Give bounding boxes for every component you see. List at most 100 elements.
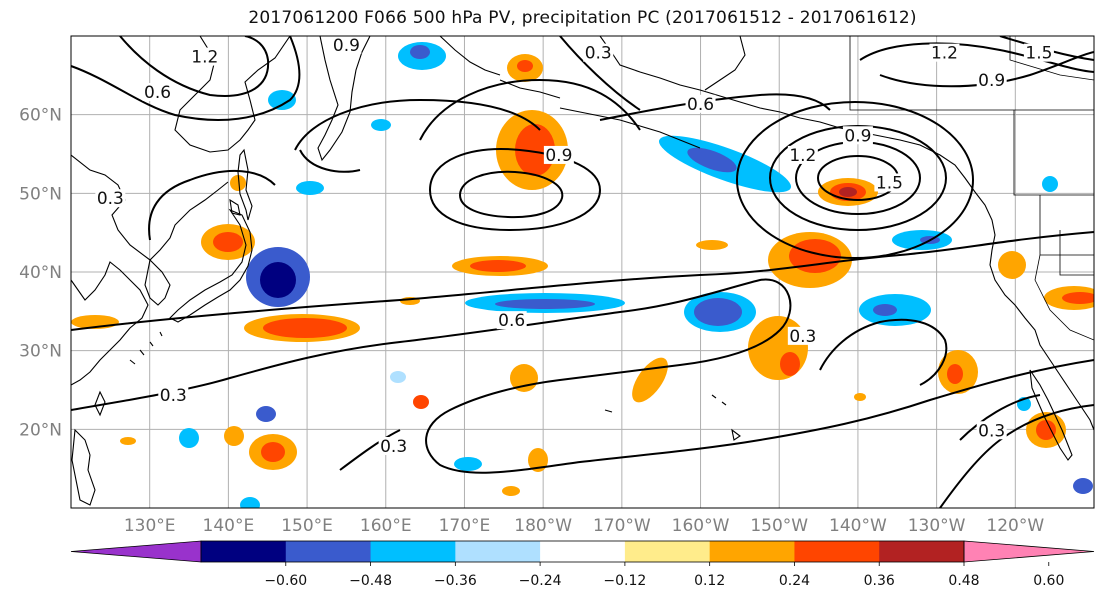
contour-label: 0.9 bbox=[333, 36, 360, 56]
colorbar-bin bbox=[709, 541, 795, 562]
precip-positive-dateline bbox=[452, 256, 548, 276]
contour-label-bg bbox=[543, 145, 574, 164]
colorbar-bin bbox=[624, 541, 711, 562]
contour-label: 1.5 bbox=[876, 173, 903, 193]
colorbar-extend-high bbox=[963, 540, 1095, 563]
contour-label-bg bbox=[685, 94, 716, 113]
precip-positive-gulf-of-alaska bbox=[768, 232, 852, 288]
contour-label: 0.3 bbox=[585, 44, 612, 64]
lon-label: 130°E bbox=[124, 516, 176, 536]
latitude-labels: 60°N 50°N 40°N 30°N 20°N bbox=[19, 106, 62, 441]
contour-label: 0.6 bbox=[498, 311, 525, 331]
lon-label: 130°W bbox=[908, 516, 966, 536]
precip-negative-small bbox=[179, 42, 1093, 508]
contour-label-bg bbox=[496, 311, 527, 330]
precip-negative-east-pacific bbox=[859, 294, 931, 326]
lat-label: 30°N bbox=[19, 342, 62, 362]
colorbar-frame bbox=[200, 540, 965, 563]
contour-labels: 1.2 0.9 0.3 0.6 0.9 0.6 0.3 0.3 0.3 0.9 1.2 1.5 0.6 1… bbox=[95, 36, 1054, 457]
colorbar-bin bbox=[285, 541, 372, 562]
lat-label: 60°N bbox=[19, 106, 62, 126]
coastlines bbox=[71, 36, 1094, 506]
contour-label: 1.2 bbox=[191, 48, 218, 68]
colorbar-extend-low bbox=[70, 540, 202, 563]
colorbar-label: 0.36 bbox=[864, 573, 895, 589]
contour-label: 0.6 bbox=[687, 95, 714, 115]
lat-label: 50°N bbox=[19, 184, 62, 204]
lon-label: 160°W bbox=[672, 516, 730, 536]
precip-negative-central-pacific bbox=[684, 292, 756, 332]
precip-positive-subtropical-pacific bbox=[249, 434, 297, 470]
precip-positive-mexico bbox=[1026, 412, 1066, 448]
lon-label: 120°W bbox=[986, 516, 1044, 536]
lon-label: 150°E bbox=[281, 516, 333, 536]
precip-negative-dateline bbox=[465, 293, 625, 313]
contour-label-bg bbox=[842, 126, 873, 145]
plot-title: 2017061200 F066 500 hPa PV, precipitatio… bbox=[248, 8, 917, 28]
precip-positive-east-china-sea bbox=[244, 314, 360, 342]
lon-label: 140°E bbox=[203, 516, 255, 536]
political-borders bbox=[849, 36, 1094, 341]
contour-label-bg bbox=[583, 43, 614, 62]
lat-label: 40°N bbox=[19, 263, 62, 283]
colorbar-label: 0.24 bbox=[779, 573, 810, 589]
contour-label: 0.3 bbox=[160, 386, 187, 406]
graticule bbox=[71, 36, 1094, 508]
colorbar-label: 0.48 bbox=[948, 573, 979, 589]
lon-label: 140°W bbox=[829, 516, 887, 536]
precip-negative-aleutian-band bbox=[658, 135, 792, 193]
lat-label: 20°N bbox=[19, 420, 62, 440]
contour-label-bg bbox=[95, 189, 126, 208]
lon-label: 150°W bbox=[750, 516, 808, 536]
lon-label: 170°W bbox=[593, 516, 651, 536]
precip-positive-japan-sea bbox=[201, 224, 255, 260]
contour-label: 1.2 bbox=[789, 146, 816, 166]
contour-label-bg bbox=[874, 173, 905, 192]
lon-label: 180°W bbox=[514, 516, 572, 536]
contour-label-bg bbox=[976, 71, 1007, 90]
pv-contours bbox=[71, 36, 1094, 508]
precip-positive-california bbox=[938, 350, 978, 394]
colorbar-bin bbox=[201, 541, 287, 562]
contour-label-bg bbox=[142, 83, 173, 101]
contour-label: 0.9 bbox=[545, 146, 572, 166]
map-frame bbox=[70, 35, 1095, 509]
contour-label: 1.5 bbox=[1025, 44, 1052, 64]
colorbar-label: 0.60 bbox=[1033, 573, 1064, 589]
precip-positive-hawaii-north bbox=[748, 316, 808, 380]
colorbar-label: −0.24 bbox=[519, 573, 562, 589]
colorbar: −0.60 −0.48 −0.36 −0.24 −0.12 0.12 0.24 0.36 0.4… bbox=[70, 540, 1095, 589]
contour-label-bg bbox=[189, 47, 220, 66]
lon-label: 170°E bbox=[439, 516, 491, 536]
colorbar-bin bbox=[540, 541, 626, 562]
contour-label: 0.3 bbox=[97, 189, 124, 209]
contour-label: 0.6 bbox=[144, 83, 171, 103]
contour-label-bg bbox=[787, 326, 818, 345]
contour-label: 0.3 bbox=[789, 327, 816, 347]
contour-label: 0.3 bbox=[978, 421, 1005, 441]
precip-negative-kuroshio bbox=[246, 247, 310, 307]
colorbar-label: 0.12 bbox=[694, 573, 725, 589]
contour-label: 0.9 bbox=[978, 71, 1005, 91]
colorbar-label: −0.36 bbox=[434, 573, 477, 589]
contour-label: 0.9 bbox=[844, 126, 871, 146]
contour-label-bg bbox=[158, 385, 189, 404]
precip-positive-us-west bbox=[1044, 286, 1094, 310]
colorbar-bin bbox=[370, 541, 456, 562]
colorbar-bin bbox=[794, 541, 880, 562]
contour-label-bg bbox=[929, 43, 960, 62]
colorbar-label: −0.60 bbox=[264, 573, 307, 589]
contour-label-bg bbox=[1023, 43, 1054, 62]
colorbar-label: −0.48 bbox=[349, 573, 392, 589]
longitude-labels: 130°E 140°E 150°E 160°E 170°E 180°W 170°W 160°W… bbox=[124, 516, 1045, 536]
precipitation-shading bbox=[71, 42, 1094, 508]
lon-label: 160°E bbox=[360, 516, 412, 536]
contour-label-bg bbox=[976, 421, 1007, 440]
contour-label-bg bbox=[331, 36, 362, 54]
colorbar-label: −0.12 bbox=[603, 573, 646, 589]
contour-label-bg bbox=[378, 437, 409, 455]
contour-label: 1.2 bbox=[931, 44, 958, 64]
colorbar-bin bbox=[455, 541, 541, 562]
precip-positive-bering bbox=[507, 54, 543, 82]
